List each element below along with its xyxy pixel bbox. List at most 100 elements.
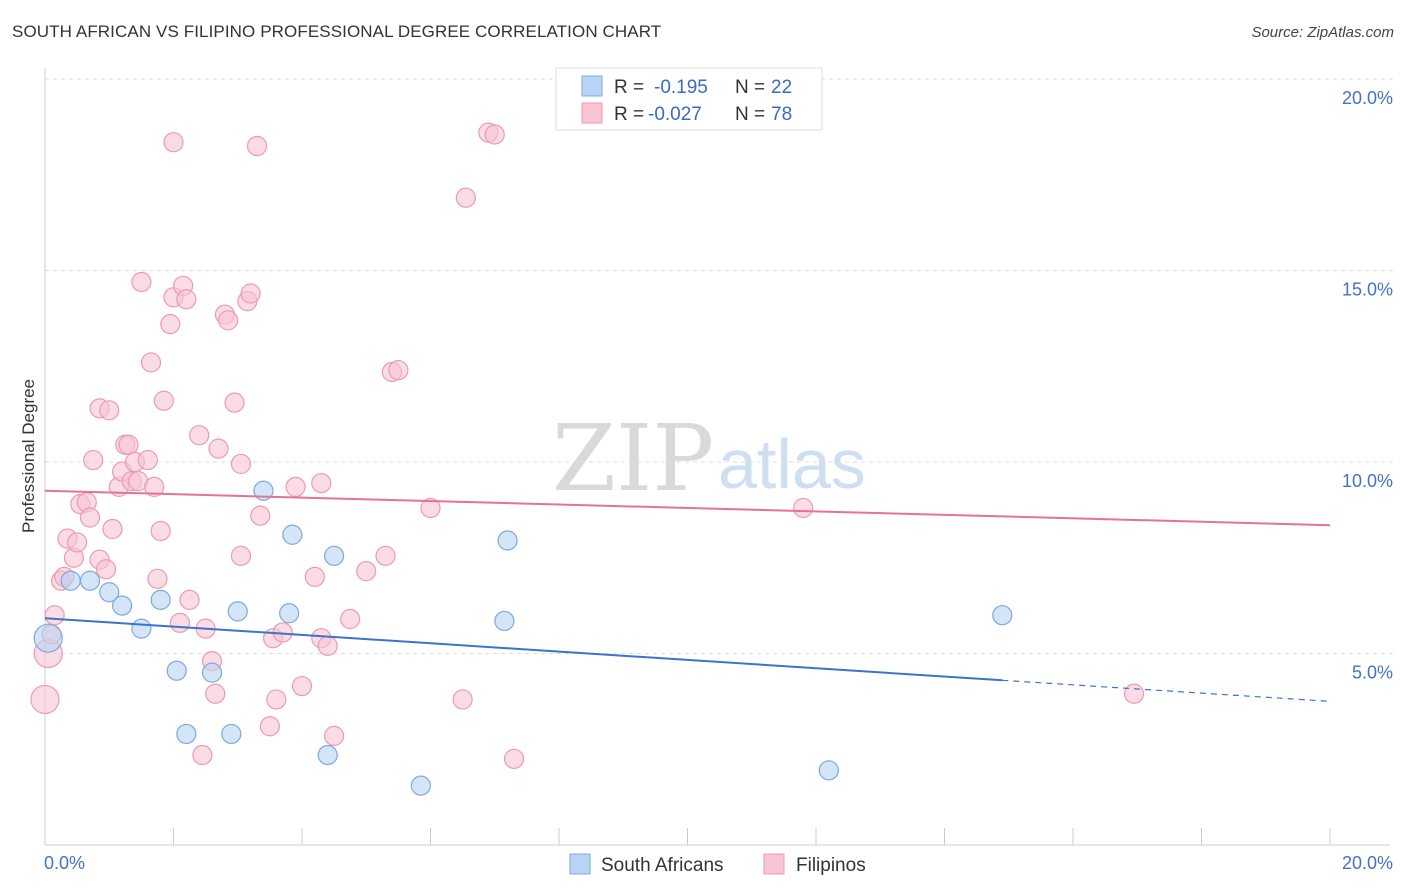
data-point <box>144 476 165 497</box>
data-point <box>166 660 187 681</box>
data-point <box>33 623 63 653</box>
data-point <box>169 612 191 633</box>
data-point <box>189 425 210 446</box>
data-point <box>266 689 287 710</box>
legend-r-value-filipinos: -0.027 <box>648 104 702 125</box>
data-point <box>60 570 81 591</box>
data-point <box>388 359 409 381</box>
data-point <box>285 476 306 497</box>
chart-title: SOUTH AFRICAN VS FILIPINO PROFESSIONAL D… <box>12 22 662 41</box>
data-point <box>282 524 303 545</box>
data-point <box>205 683 226 704</box>
trend-lines <box>44 489 1331 702</box>
data-point <box>150 589 171 610</box>
data-point <box>147 568 168 589</box>
gridlines <box>45 78 1393 654</box>
watermark: ZIP atlas <box>552 405 866 512</box>
bottom-legend-filipinos: Filipinos <box>796 855 866 876</box>
data-point <box>250 505 271 526</box>
data-point <box>79 570 101 591</box>
y-tick-labels: 5.0% 10.0% 15.0% 20.0% <box>1342 88 1393 683</box>
data-point <box>494 610 515 632</box>
data-point <box>259 716 280 737</box>
data-point <box>484 124 505 145</box>
data-point <box>291 675 313 697</box>
legend-n-label-south-africans: N = <box>735 77 765 98</box>
watermark-atlas: atlas <box>718 425 866 503</box>
bottom-legend: South Africans Filipinos <box>569 853 866 876</box>
data-point <box>79 507 101 528</box>
data-point <box>317 635 338 656</box>
data-point <box>992 605 1013 626</box>
data-point <box>503 748 525 769</box>
y-tick-label: 5.0% <box>1352 663 1393 683</box>
data-point <box>160 314 181 335</box>
data-point <box>176 289 197 310</box>
data-point <box>279 603 300 624</box>
data-point <box>818 760 839 781</box>
data-point <box>410 775 431 796</box>
x-ticks <box>44 828 1331 845</box>
legend-n-value-filipinos: 78 <box>771 104 792 125</box>
data-point <box>420 497 441 519</box>
data-point <box>99 582 120 603</box>
y-tick-label: 10.0% <box>1342 471 1393 491</box>
y-tick-label: 20.0% <box>1342 88 1393 108</box>
data-point <box>340 608 361 630</box>
data-point <box>224 392 245 413</box>
data-point <box>230 453 252 475</box>
data-point <box>304 566 325 588</box>
data-point <box>324 545 345 566</box>
data-point <box>208 438 229 459</box>
data-point <box>179 589 200 610</box>
data-point <box>153 390 174 411</box>
data-point <box>140 352 162 373</box>
data-point <box>455 187 476 208</box>
legend-r-value-south-africans: -0.195 <box>654 77 708 98</box>
data-point <box>131 271 152 293</box>
bottom-legend-south-africans: South Africans <box>601 855 724 876</box>
bottom-legend-swatch-south-africans <box>569 853 591 875</box>
source-label: Source: ZipAtlas.com <box>1251 24 1394 41</box>
top-legend: R = -0.195 N = 22 R = -0.027 N = 78 <box>555 67 823 131</box>
x-tick-label-min: 0.0% <box>44 853 85 873</box>
y-tick-label: 15.0% <box>1342 280 1393 300</box>
data-point <box>793 497 814 519</box>
legend-swatch-filipinos <box>581 102 603 124</box>
data-point <box>111 595 133 616</box>
data-point <box>227 601 248 622</box>
x-tick-label-max: 20.0% <box>1342 853 1393 873</box>
data-point <box>221 723 242 745</box>
trend-line-south-africans-extension <box>1002 679 1331 702</box>
data-point <box>324 725 345 746</box>
data-point <box>131 618 152 639</box>
data-point <box>176 723 197 745</box>
y-axis-title: Professional Degree <box>19 379 38 533</box>
data-point <box>118 434 139 455</box>
trend-line-filipinos <box>44 489 1331 527</box>
data-point <box>452 689 473 710</box>
data-point <box>192 744 213 766</box>
data-point <box>230 545 252 566</box>
data-point <box>137 449 158 471</box>
trend-line-south-africans <box>44 617 1003 682</box>
data-point <box>240 283 261 304</box>
data-point <box>44 605 65 626</box>
data-point <box>163 132 184 153</box>
data-point <box>150 520 171 542</box>
watermark-zip: ZIP <box>552 405 714 512</box>
data-point <box>102 518 123 540</box>
legend-swatch-south-africans <box>581 75 603 97</box>
data-point <box>201 662 223 683</box>
data-point <box>246 135 268 157</box>
south-africans-points <box>33 480 1013 796</box>
data-point <box>218 310 239 331</box>
bottom-legend-swatch-filipinos <box>763 853 785 875</box>
data-point <box>311 472 332 494</box>
data-point <box>83 449 104 471</box>
legend-r-label-filipinos: R = <box>614 104 644 125</box>
legend-n-label-filipinos: N = <box>735 104 765 125</box>
legend-n-value-south-africans: 22 <box>771 77 792 98</box>
data-point <box>375 545 396 566</box>
